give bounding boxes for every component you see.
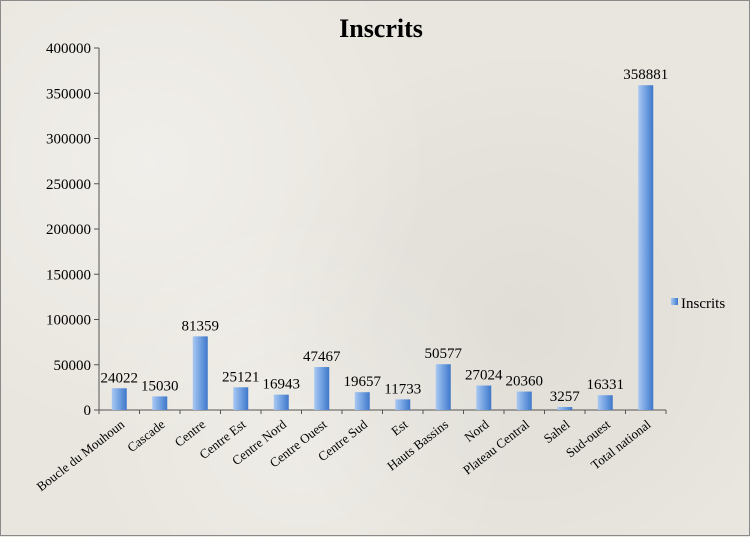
bar (192, 336, 208, 410)
data-label: 16331 (587, 377, 625, 393)
bar (152, 396, 168, 410)
legend-label: Inscrits (681, 296, 725, 312)
y-tick-label: 0 (84, 403, 92, 419)
data-label: 27024 (465, 368, 503, 384)
bar (111, 388, 127, 410)
bar (435, 364, 451, 410)
y-tick-label: 300000 (46, 132, 91, 148)
bar (516, 391, 532, 410)
bar (597, 395, 613, 410)
category-label: Nord (461, 416, 492, 445)
y-tick-label: 50000 (54, 358, 92, 374)
data-label: 15030 (141, 378, 179, 394)
data-label: 3257 (550, 389, 581, 405)
y-tick-label: 200000 (46, 222, 91, 238)
bar (273, 394, 289, 410)
data-label: 11733 (384, 381, 421, 397)
category-label: Boucle du Mouhoun (34, 416, 128, 494)
y-tick-label: 400000 (46, 41, 91, 57)
data-label: 358881 (623, 67, 668, 83)
data-label: 20360 (506, 374, 544, 390)
legend-swatch (671, 298, 678, 305)
plot-area: 0 50000 100000 150000 200000 250000 300000 3500… (34, 41, 669, 494)
y-tick-label: 350000 (46, 86, 91, 102)
data-label: 50577 (425, 346, 463, 362)
data-label: 16943 (263, 377, 301, 393)
bar (314, 367, 330, 410)
bar (476, 385, 492, 410)
category-label: Cascade (124, 416, 168, 455)
data-label: 81359 (182, 318, 220, 334)
bar (233, 387, 249, 410)
legend: Inscrits (671, 296, 725, 312)
data-label: 24022 (101, 370, 139, 386)
y-tick-label: 150000 (46, 267, 91, 283)
y-tick-label: 250000 (46, 177, 91, 193)
y-tick-label: 100000 (46, 313, 91, 329)
category-label: Est (388, 416, 411, 438)
chart-title: Inscrits (339, 14, 423, 43)
data-label: 47467 (303, 349, 341, 365)
bar (557, 407, 573, 410)
bar (395, 399, 411, 410)
data-label: 19657 (344, 374, 382, 390)
category-label: Sahel (541, 416, 573, 446)
data-label: 25121 (222, 369, 260, 385)
bar (638, 85, 654, 410)
bar (354, 392, 370, 410)
